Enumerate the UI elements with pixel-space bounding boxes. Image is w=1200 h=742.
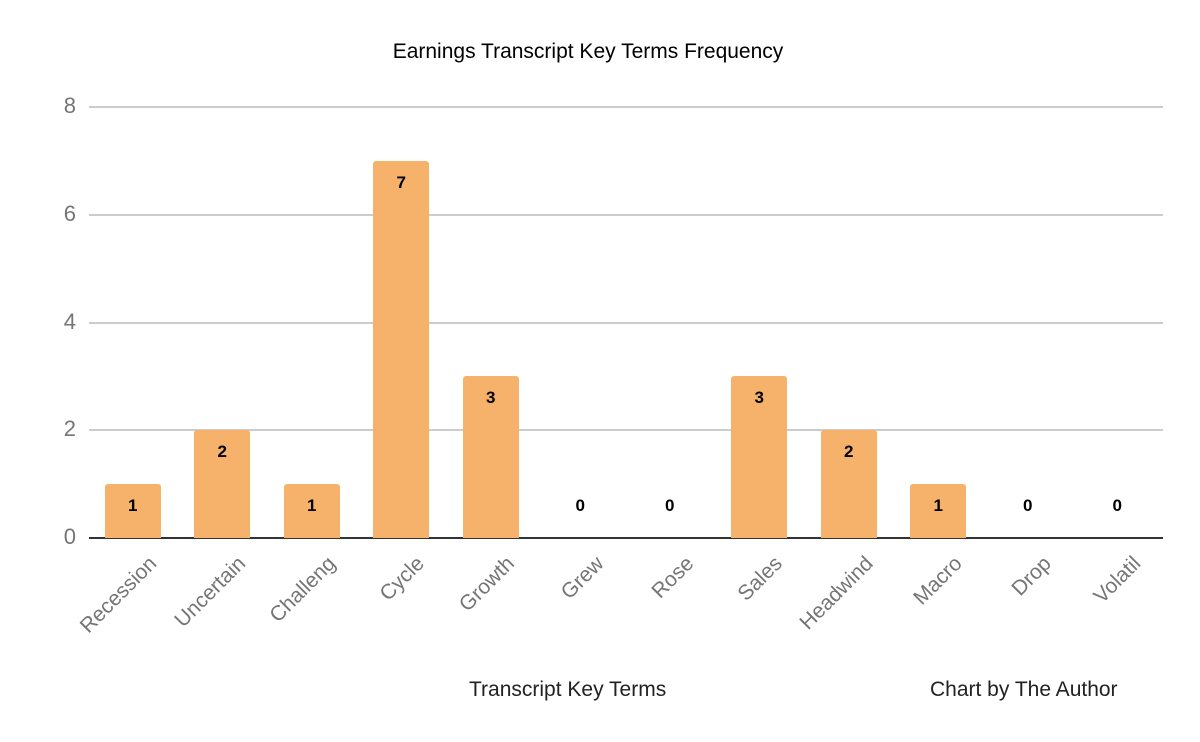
x-tick-label: Volatil [1089, 552, 1146, 608]
chart-credit: Chart by The Author [930, 678, 1118, 701]
gridline [89, 106, 1163, 108]
data-label: 1 [307, 496, 317, 516]
y-tick-label: 2 [63, 416, 76, 442]
data-label: 2 [217, 442, 227, 462]
x-tick-label: Cycle [375, 552, 430, 606]
data-label: 2 [844, 442, 854, 462]
data-label: 3 [486, 388, 496, 408]
bar-challeng [283, 484, 340, 538]
data-label: 1 [128, 496, 138, 516]
bar-growth [462, 376, 519, 538]
data-label: 3 [754, 388, 764, 408]
x-tick-label: Drop [1007, 552, 1056, 601]
data-label: 1 [933, 496, 943, 516]
y-tick-label: 0 [63, 524, 76, 549]
x-axis-baseline [89, 537, 1163, 539]
x-tick-label: Challeng [265, 552, 340, 627]
x-tick-label: Macro [909, 552, 967, 610]
gridline [89, 213, 1163, 216]
y-tick-label: 6 [63, 200, 76, 226]
bar-headwind [820, 430, 877, 538]
x-tick-label: Uncertain [170, 552, 251, 632]
x-axis-title: Transcript Key Terms [469, 678, 667, 701]
bar-sales [731, 376, 788, 538]
gridline [89, 429, 1163, 432]
bar-uncertain [194, 430, 251, 538]
x-tick-label: Rose [647, 552, 699, 603]
x-tick-label: Headwind [795, 552, 878, 635]
data-label: 0 [665, 496, 675, 516]
bar-cycle [373, 160, 430, 538]
y-tick-label: 4 [63, 308, 76, 334]
chart-title: Earnings Transcript Key Terms Frequency [392, 40, 784, 63]
data-label: 0 [575, 496, 585, 516]
data-label: 0 [1112, 496, 1122, 516]
x-tick-label: Grew [556, 552, 609, 604]
x-tick-label: Growth [454, 552, 519, 617]
bar-macro [910, 484, 967, 538]
data-label: 0 [1023, 496, 1033, 516]
gridline [89, 321, 1163, 324]
x-tick-label: Sales [733, 552, 788, 606]
x-tick-label: Recession [75, 552, 162, 638]
data-label: 7 [396, 172, 406, 192]
bar-recession [104, 484, 161, 538]
y-tick-label: 8 [63, 93, 76, 118]
